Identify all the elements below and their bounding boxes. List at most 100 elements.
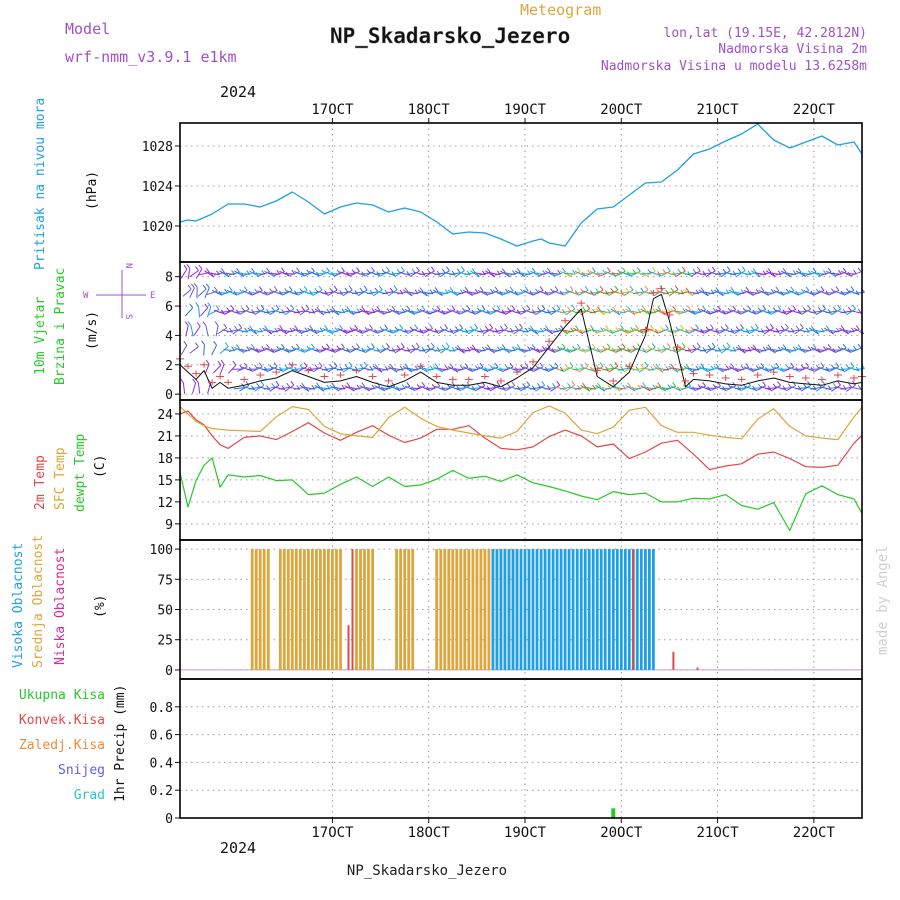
wind-barb-flag — [346, 382, 351, 388]
wind-barb — [276, 368, 288, 371]
wind-barb — [660, 346, 671, 354]
wind-barb — [513, 327, 523, 335]
temp-sfc-line — [179, 405, 863, 441]
wind-barb — [437, 327, 448, 335]
wind-barb-flag — [561, 343, 566, 349]
wind-barb-flag — [369, 324, 374, 330]
wind-barb — [487, 329, 499, 333]
cloud-mid-bar — [459, 549, 463, 670]
wind-barb — [765, 311, 777, 313]
wind-barb — [182, 288, 192, 297]
wind-barb — [765, 387, 777, 390]
wind-barb — [457, 328, 469, 334]
temp-dew-label: dewpt Temp — [73, 434, 88, 512]
wind-barb-flag — [445, 266, 450, 272]
wind-barb-flag — [351, 269, 356, 274]
wind-barb-flag — [572, 345, 576, 351]
wind-barb — [770, 385, 781, 392]
wind-barb — [218, 311, 230, 313]
wind-barb — [710, 385, 721, 391]
wind-barb-flag — [687, 271, 692, 276]
wind-barb — [248, 386, 260, 390]
wind-barb — [720, 270, 731, 278]
wind-barb-flag — [556, 304, 561, 310]
wind-barb-flag — [702, 347, 707, 352]
wind-barb-flag — [494, 328, 499, 333]
wind-barb-flag — [519, 323, 523, 329]
wind-barb — [291, 368, 303, 371]
wind-barb-flag — [275, 380, 280, 386]
wind-barb-flag — [411, 310, 416, 315]
wind-barb-flag — [339, 366, 344, 371]
wind-barb — [846, 308, 856, 316]
wind-barb-flag — [635, 324, 639, 330]
wind-barb — [195, 268, 203, 279]
wind-barb-flag — [591, 343, 596, 349]
wind-barb-flag — [812, 309, 817, 314]
wind-barb — [211, 344, 218, 356]
wind-barb-flag — [363, 285, 368, 291]
wind-barb — [293, 310, 305, 314]
wind-barb — [582, 367, 594, 372]
wind-barb — [655, 308, 666, 316]
wind-barb — [645, 346, 656, 354]
wind-barb — [226, 329, 238, 333]
wind-barb — [639, 349, 651, 352]
wind-barb-flag — [220, 268, 225, 273]
wind-barb — [358, 273, 371, 275]
wind-barb — [192, 382, 197, 394]
cloud-high-bar — [543, 549, 547, 670]
cloud-high-bar — [619, 549, 623, 670]
wind-barb — [499, 387, 511, 390]
wind-barb — [609, 349, 621, 351]
wind-barb — [825, 310, 837, 314]
wind-barb — [690, 346, 701, 354]
wind-barb-flag — [374, 363, 379, 369]
wind-barb — [698, 365, 709, 373]
cloud-mid-bar — [319, 549, 322, 670]
wind-barb-flag — [606, 267, 611, 272]
wind-barb — [840, 310, 852, 314]
wind-barb-flag — [363, 361, 368, 367]
wind-barb — [319, 347, 330, 353]
wind-barb-flag — [740, 323, 744, 329]
cloud-mid-bar — [483, 549, 487, 670]
wind-barb — [472, 329, 484, 333]
wind-barb-flag — [695, 324, 699, 329]
wind-barb — [683, 289, 694, 297]
wind-barb — [404, 348, 416, 352]
wind-barb-flag — [316, 382, 321, 388]
wind-barb — [239, 384, 250, 392]
wind-barb — [258, 386, 270, 391]
wind-barb — [327, 289, 338, 297]
wind-barb — [514, 387, 526, 390]
wind-barb-flag — [742, 307, 747, 313]
wind-barb-flag — [371, 266, 375, 272]
wind-barb-flag — [531, 385, 536, 391]
wind-barb-flag — [666, 266, 671, 272]
wind-barb-flag — [325, 343, 330, 349]
wind-barb — [753, 329, 765, 333]
wind-barb-flag — [251, 267, 255, 273]
wind-barb — [349, 270, 360, 277]
wind-barb — [312, 365, 323, 373]
wind-barb-flag — [696, 342, 701, 348]
wind-barb-flag — [662, 268, 667, 274]
wind-barb — [372, 365, 383, 373]
wind-barb-flag — [812, 343, 817, 349]
wind-barb-flag — [415, 342, 420, 348]
wind-barb-flag — [562, 385, 566, 390]
wind-barb — [414, 385, 425, 391]
x-tick-label-top: 18OCT — [408, 102, 451, 118]
wind-barb-flag — [184, 321, 189, 326]
wind-barb — [795, 270, 806, 278]
wind-barb-flag — [775, 328, 780, 333]
wind-barb-flag — [812, 267, 817, 273]
wind-barb-flag — [576, 267, 581, 273]
wind-barb-flag — [840, 325, 845, 330]
wind-barb-flag — [366, 269, 371, 274]
wind-barb-flag — [236, 267, 240, 273]
cloud-mid-bar — [311, 549, 314, 670]
wind-barb — [402, 289, 413, 297]
pressure-y-tick-label: 1024 — [142, 180, 173, 195]
